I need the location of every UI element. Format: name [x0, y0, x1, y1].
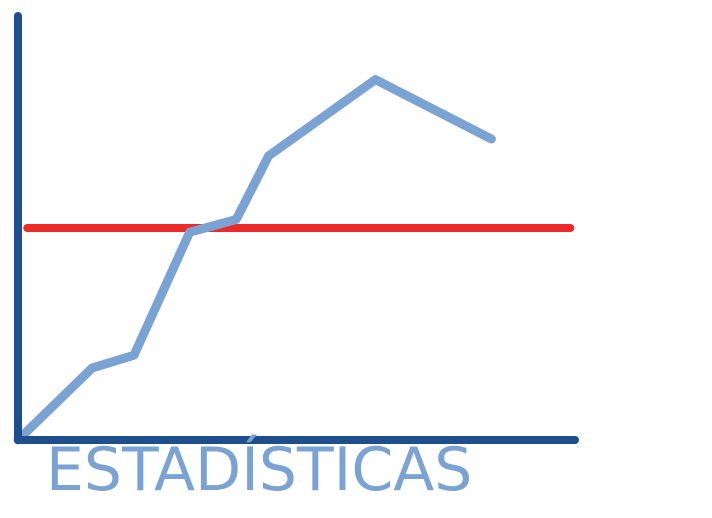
chart-title: ESTADÍSTICAS	[46, 433, 472, 505]
series-line	[13, 75, 496, 445]
